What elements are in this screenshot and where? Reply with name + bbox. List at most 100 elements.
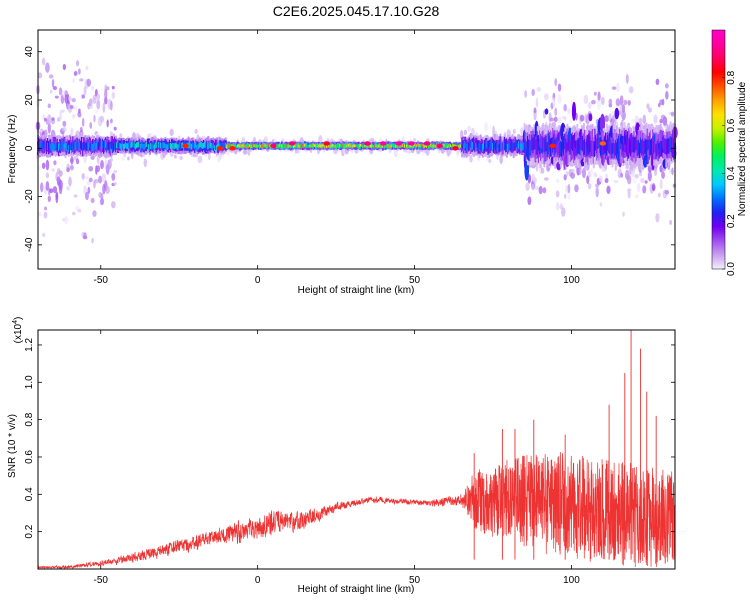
spectrogram-speckle (86, 78, 92, 87)
spectrogram-band-cell (390, 144, 393, 148)
spectrogram-x-ticks: -50 0 50 100 (94, 30, 580, 286)
spectrogram-band-cell (87, 142, 90, 151)
spectrogram-speckle (469, 154, 473, 158)
spectrogram-band-cell (668, 138, 671, 154)
spectrogram-band-cell (205, 142, 208, 149)
spectrogram-band-cell (63, 136, 66, 151)
spectrogram-speckle (555, 190, 560, 198)
spectrogram-band-cell (478, 143, 481, 152)
spectrogram-band-cell (443, 144, 446, 148)
spectrogram-band-cell (658, 143, 661, 159)
spectrogram-band-cell (300, 144, 303, 148)
spectrogram-band-cell (369, 144, 372, 148)
spectrogram-band-cell (380, 145, 383, 149)
spectrogram-band-cell (169, 142, 172, 149)
spectrogram-band-cell (511, 141, 514, 150)
spectrogram-band-cell (70, 142, 72, 151)
spectrogram-band-cell (124, 142, 127, 148)
spectrogram-band-cell (414, 145, 417, 149)
spectrogram-band-cell (256, 144, 259, 148)
spectrogram-band-cell (177, 144, 180, 150)
spectrogram-band-cell (508, 143, 511, 152)
spectrogram-band-cell (476, 140, 479, 148)
spectrogram-band-cell (623, 142, 626, 158)
spectrogram-speckle (85, 176, 89, 180)
spectrogram-band-cell (517, 143, 519, 152)
spectrogram-band-cell (395, 144, 398, 148)
spectrogram-band-cell (298, 144, 301, 148)
spectrogram-speckle (111, 172, 116, 181)
spectrogram-speckle (47, 122, 51, 134)
spectrogram-band-cell (547, 133, 550, 149)
spectrogram-band-cell (312, 143, 315, 147)
spectrogram-band-cell (204, 141, 206, 148)
spectrogram-speckle (58, 170, 63, 177)
spectrogram-band-cell (428, 144, 430, 148)
spectrogram-speckle (88, 165, 94, 172)
colorbar-tick-label: 0.2 (726, 214, 737, 228)
spectrogram-y-tick-label: 0 (24, 145, 35, 151)
spectrogram-band-cell (343, 144, 346, 148)
spectrogram-band-cell (405, 144, 407, 148)
spectrogram-band-cell (632, 136, 635, 153)
spectrogram-speckle (604, 115, 609, 122)
spectrogram-speckle (557, 93, 562, 104)
spectrogram-band-cell (445, 144, 448, 148)
spectrogram-speckle (358, 139, 362, 143)
spectrogram-band-cell (544, 139, 547, 155)
spectrogram-band-cell (431, 144, 434, 148)
spectrogram-hotspot (452, 146, 459, 151)
spectrogram-band-cell (94, 141, 97, 150)
spectrogram-band-cell (607, 135, 610, 151)
spectrogram-band-cell (553, 133, 556, 150)
spectrogram-band-cell (567, 135, 570, 151)
spectrogram-band-cell (39, 141, 42, 150)
spectrogram-band-cell (539, 139, 541, 155)
spectrogram-band-cell (126, 143, 128, 149)
spectrogram-band-cell (642, 138, 645, 155)
spectrogram-hotspot (182, 143, 189, 149)
spectrogram-band-cell (190, 143, 193, 150)
spectrogram-band-cell (463, 143, 466, 152)
snr-y-axis-label: SNR (10 * v/v) (7, 414, 18, 478)
spectrogram-hotspot (216, 146, 224, 151)
spectrogram-band-cell (532, 137, 535, 154)
spectrogram-speckle (54, 95, 59, 99)
snr-y-tick-label: 1.0 (24, 375, 35, 389)
spectrogram-band-cell (444, 143, 447, 147)
spectrogram-speckle (600, 96, 605, 106)
spectrogram-speckle (113, 126, 117, 131)
snr-y-ticks: 0.2 0.4 0.6 0.8 1.0 1.2 (24, 338, 675, 539)
spectrogram-speckle (647, 170, 652, 182)
spectrogram-band-cell (119, 143, 122, 149)
spectrogram-hotspot (436, 143, 443, 149)
spectrogram-band-cell (626, 131, 629, 147)
spectrogram-speckle (463, 129, 468, 136)
spectrogram-speckle (664, 189, 670, 195)
spectrogram-band-cell (341, 143, 344, 147)
spectrogram-speckle (88, 177, 93, 183)
spectrogram-band-cell (446, 145, 449, 149)
spectrogram-band-cell (297, 144, 300, 148)
spectrogram-band-cell (329, 144, 332, 148)
spectrogram-speckle (109, 157, 113, 162)
spectrogram-band-cell (212, 142, 215, 149)
spectrogram-band-cell (265, 144, 268, 148)
spectrogram-speckle (38, 211, 42, 217)
spectrogram-speckle (606, 185, 611, 195)
spectrogram-band-cell (459, 144, 462, 148)
spectrogram-y-ticks: -40 -20 0 20 40 (24, 46, 675, 252)
spectrogram-band-cell (260, 144, 262, 148)
spectrogram-band-cell (654, 136, 657, 153)
spectrogram-band-cell (386, 144, 389, 148)
spectrogram-band-cell (48, 141, 50, 150)
spectrogram-speckle (92, 210, 97, 217)
spectrogram-band-cell (469, 139, 472, 148)
spectrogram-band-cell (391, 143, 394, 147)
spectrogram-band-cell (442, 143, 445, 147)
spectrogram-band-cell (350, 144, 353, 148)
spectrogram-band-cell (502, 139, 505, 148)
spectrogram-band-cell (162, 142, 165, 149)
spectrogram-band-cell (589, 136, 592, 152)
spectrogram-band-cell (652, 136, 655, 153)
